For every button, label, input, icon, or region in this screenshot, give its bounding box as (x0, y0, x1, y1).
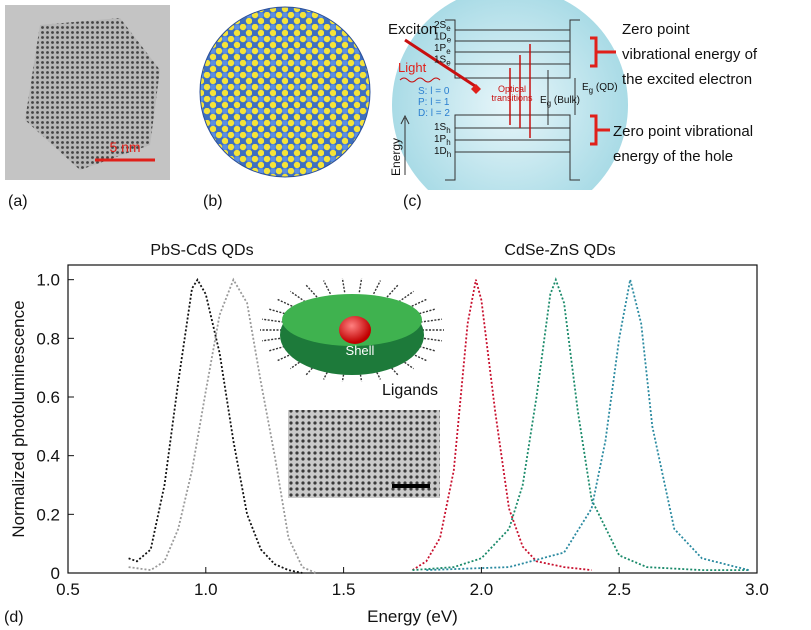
ligand (262, 319, 284, 322)
scale-label: 5 nm (109, 139, 140, 155)
text-main: 1P (434, 43, 447, 54)
ligand (387, 285, 398, 297)
text-main: 1D (434, 146, 447, 157)
transitions-label: transitions (491, 93, 533, 103)
y-tick-label: 0.4 (36, 447, 60, 466)
energy-label: Energy (389, 138, 403, 176)
light-label: Light (398, 60, 427, 75)
x-axis-label: Energy (eV) (367, 607, 458, 626)
core (339, 316, 371, 344)
y-axis-label: Normalized photoluminescence (9, 300, 28, 537)
pl-curve (413, 280, 749, 570)
text-main: 1S (434, 55, 447, 66)
text-subscript: e (447, 36, 452, 45)
ligand (290, 291, 305, 301)
pl-curve (426, 280, 748, 570)
x-tick-label: 1.0 (194, 580, 218, 599)
x-tick-label: 2.0 (470, 580, 494, 599)
ligand (324, 281, 331, 294)
y-tick-label: 0.8 (36, 329, 60, 348)
page: 5 nm (a) (b) Exciton Light Energy Zero p… (0, 0, 811, 630)
orbital-label: S: l = 0 (418, 86, 450, 97)
y-tick-label: 0.6 (36, 388, 60, 407)
x-tick-label: 3.0 (745, 580, 769, 599)
pl-curve (129, 280, 303, 573)
text-subscript: e (446, 24, 451, 33)
ligand (399, 291, 414, 301)
panel-label: (a) (8, 193, 28, 210)
text-subscript: h (446, 126, 450, 135)
orbital-label: P: l = 1 (418, 97, 450, 108)
y-tick-label: 0 (51, 564, 60, 583)
panel-label: (b) (203, 193, 223, 210)
y-tick-label: 0.2 (36, 505, 60, 524)
text-suffix: (Bulk) (551, 95, 580, 106)
text-subscript: e (446, 59, 451, 68)
annotation: Ligands (382, 382, 438, 399)
ligand (374, 281, 381, 294)
text-main: 1S (434, 122, 447, 133)
annotation: PbS-CdS QDs (150, 242, 253, 259)
y-tick-label: 1.0 (36, 271, 60, 290)
text-main: 1D (434, 32, 447, 43)
annotation: CdSe-ZnS QDs (504, 242, 615, 259)
annotation: Shell (346, 343, 375, 358)
x-tick-label: 2.5 (607, 580, 631, 599)
text-subscript: h (447, 150, 451, 159)
panel-a: 5 nm (a) (5, 5, 170, 210)
ligand (342, 278, 344, 292)
text-subscript: e (446, 47, 451, 56)
text-main: 2S (434, 20, 447, 31)
text-subscript: h (446, 138, 450, 147)
x-tick-label: 1.5 (332, 580, 356, 599)
panel-label: (c) (403, 193, 422, 210)
orbital-label: D: l = 2 (418, 108, 450, 119)
ligand (420, 319, 442, 322)
panel-b: (b) (200, 7, 370, 210)
nanocrystal-model (200, 7, 370, 177)
figure: 5 nm (a) (b) Exciton Light Energy Zero p… (0, 0, 811, 630)
panel-label: (d) (4, 609, 24, 626)
ligand (306, 285, 317, 297)
text-suffix: (QD) (593, 82, 617, 93)
zero-point-hole: Zero point vibrationalenergy of the hole (613, 123, 753, 165)
ligand (359, 278, 361, 292)
exciton-label: Exciton (388, 21, 437, 38)
text-main: 1P (434, 134, 447, 145)
